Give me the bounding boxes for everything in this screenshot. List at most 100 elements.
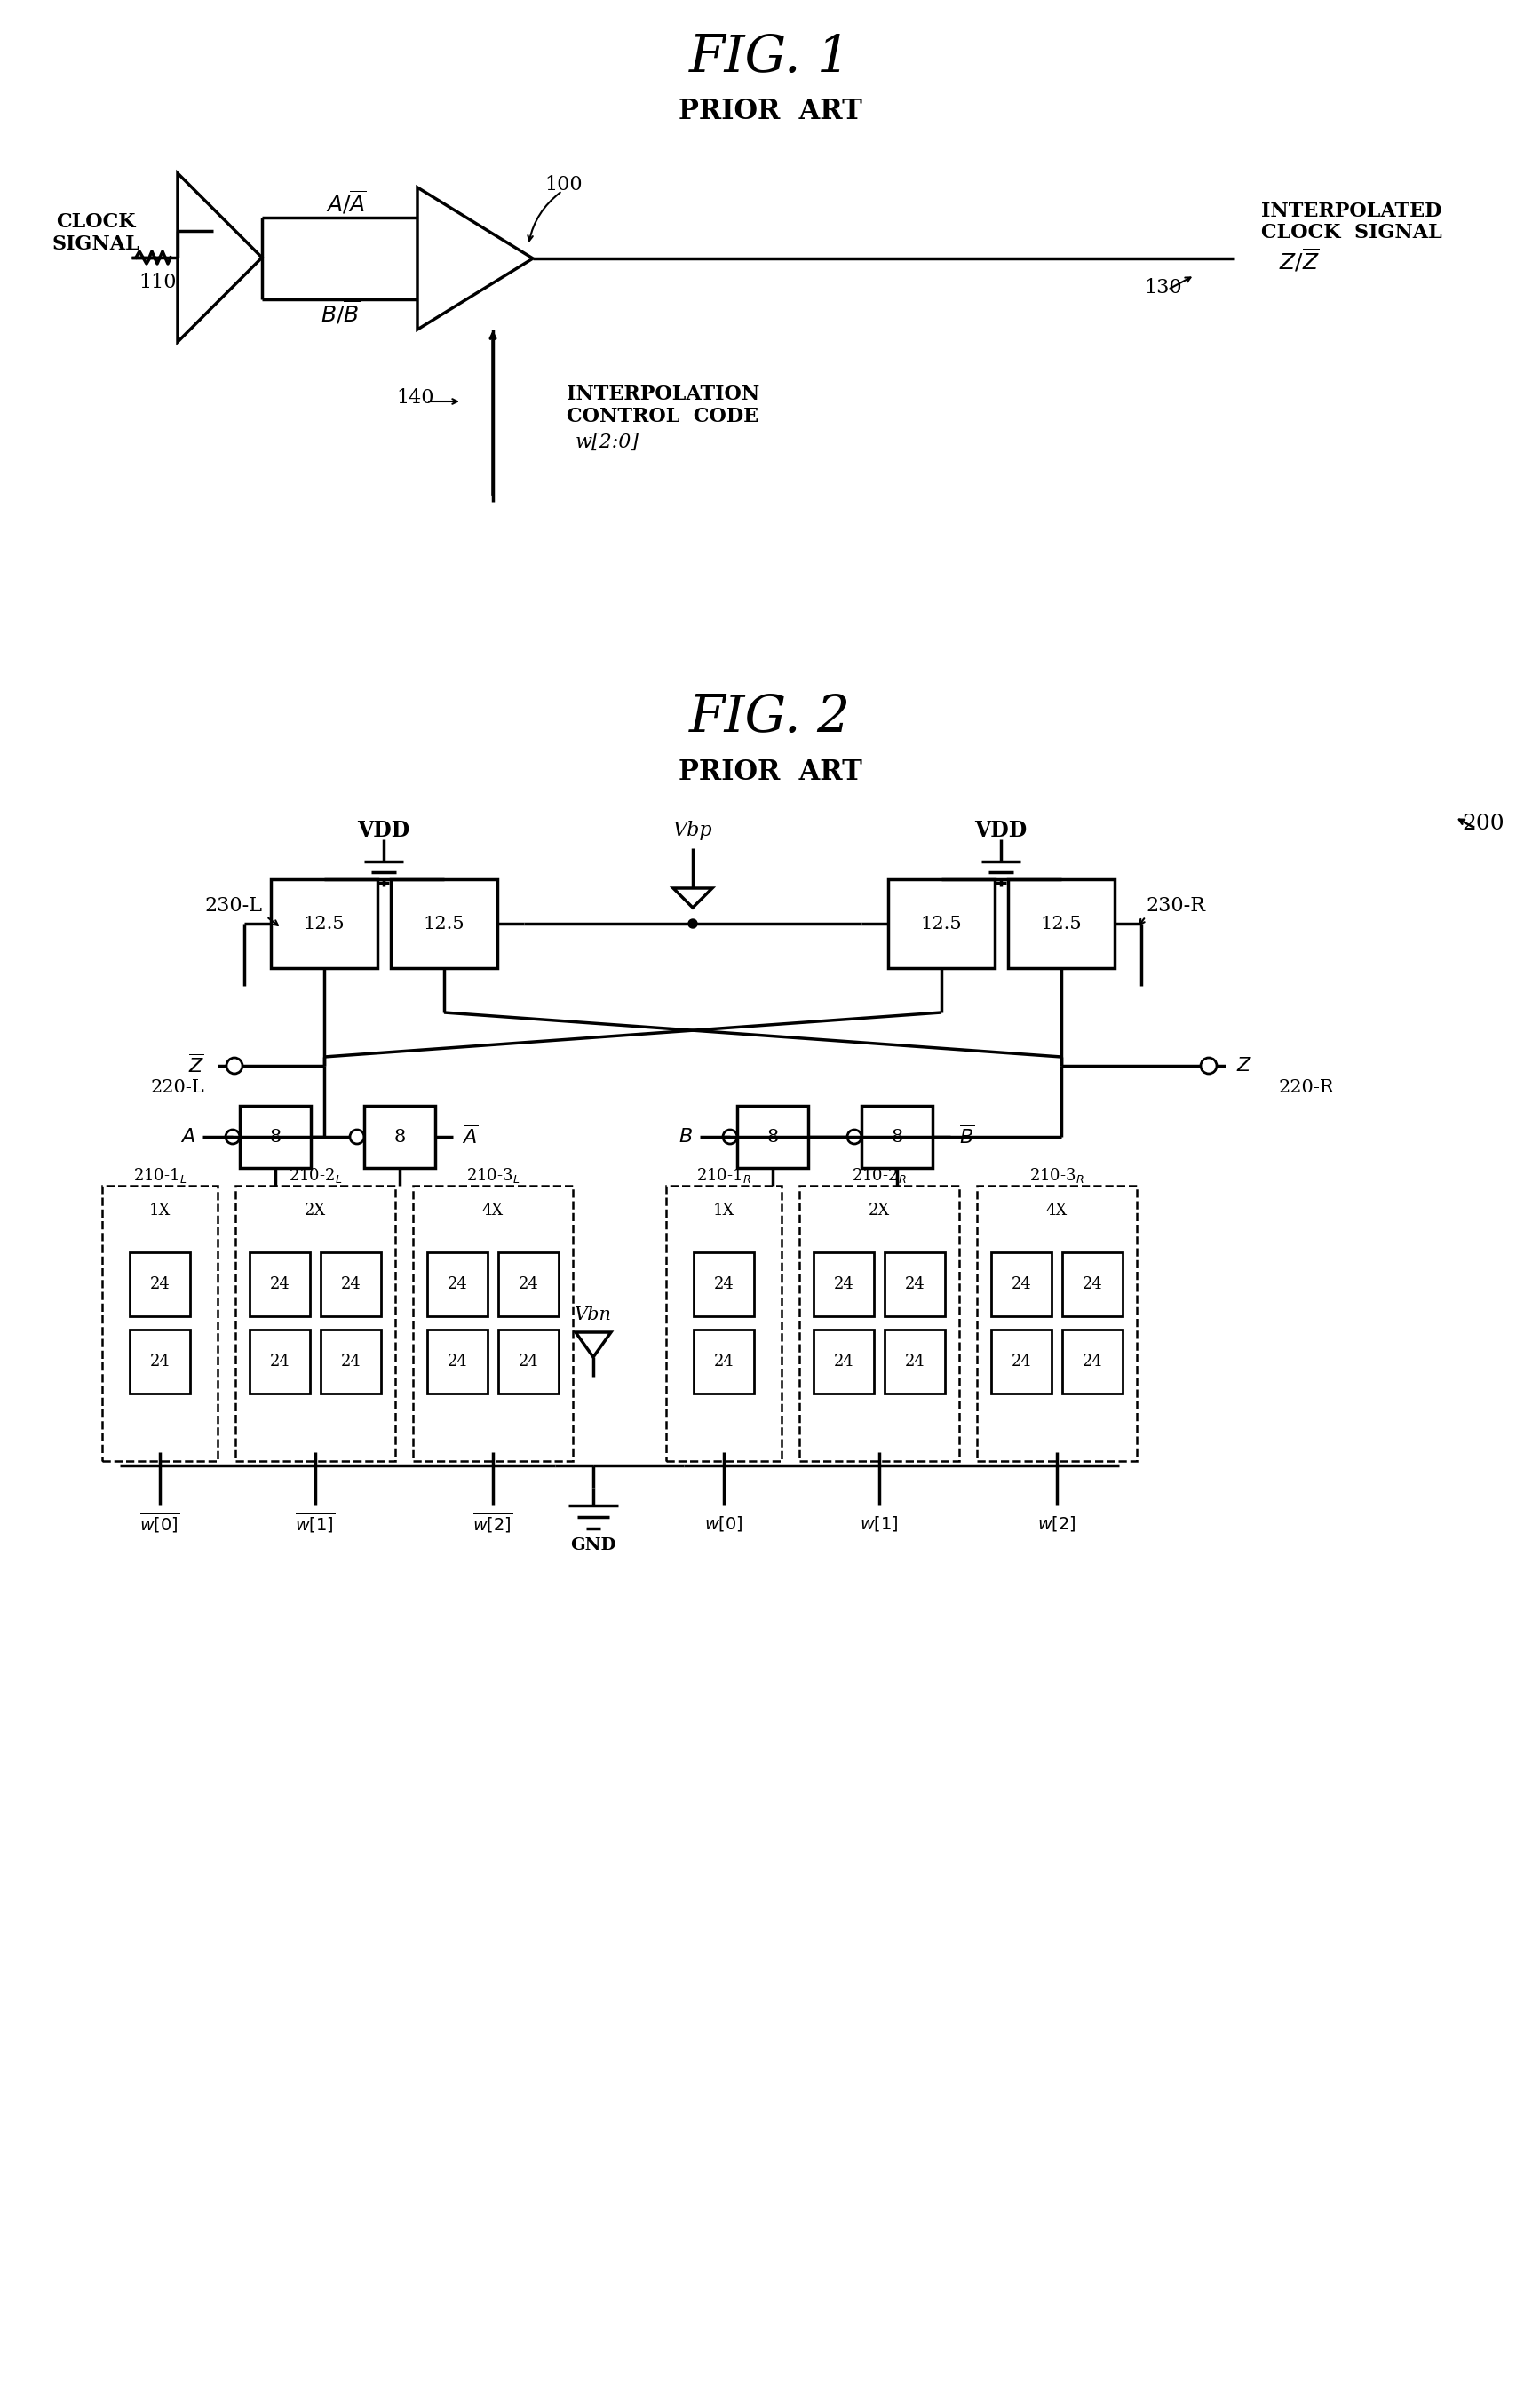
Text: CLOCK: CLOCK xyxy=(55,213,136,232)
Text: 210-3$_R$: 210-3$_R$ xyxy=(1029,1166,1084,1185)
Text: $\overline{w[2]}$: $\overline{w[2]}$ xyxy=(473,1510,513,1534)
Text: GND: GND xyxy=(570,1537,616,1554)
Text: $w[1]$: $w[1]$ xyxy=(859,1513,899,1532)
Text: 12.5: 12.5 xyxy=(424,915,465,932)
Bar xyxy=(391,880,497,968)
Bar xyxy=(1009,880,1115,968)
Bar xyxy=(667,1185,781,1460)
Text: VDD: VDD xyxy=(357,820,410,841)
Text: 220-R: 220-R xyxy=(1278,1080,1335,1097)
Text: 24: 24 xyxy=(447,1276,468,1293)
Bar xyxy=(1063,1252,1123,1317)
Bar xyxy=(693,1252,755,1317)
Text: 130: 130 xyxy=(1144,277,1183,296)
Text: FIG. 1: FIG. 1 xyxy=(688,33,852,84)
Bar xyxy=(499,1252,559,1317)
Text: 24: 24 xyxy=(713,1353,735,1369)
Text: 8: 8 xyxy=(767,1128,779,1145)
Bar xyxy=(799,1185,959,1460)
Text: 4X: 4X xyxy=(482,1202,504,1219)
Bar xyxy=(813,1252,873,1317)
Text: INTERPOLATED: INTERPOLATED xyxy=(1261,201,1441,222)
Bar xyxy=(427,1252,488,1317)
Text: 210-1$_R$: 210-1$_R$ xyxy=(696,1166,752,1185)
Text: 100: 100 xyxy=(545,174,582,194)
Text: 230-R: 230-R xyxy=(1146,896,1206,915)
Text: 2X: 2X xyxy=(305,1202,326,1219)
Bar xyxy=(129,1252,189,1317)
Text: 8: 8 xyxy=(892,1128,902,1145)
Bar xyxy=(813,1329,873,1393)
Text: $B$: $B$ xyxy=(679,1128,693,1147)
Bar xyxy=(427,1329,488,1393)
Text: INTERPOLATION: INTERPOLATION xyxy=(567,385,759,404)
Text: Vbp: Vbp xyxy=(673,820,713,841)
Text: Vbn: Vbn xyxy=(574,1305,611,1324)
Text: $Z$: $Z$ xyxy=(1237,1056,1252,1076)
Text: w[2:0]: w[2:0] xyxy=(576,433,639,452)
Text: PRIOR  ART: PRIOR ART xyxy=(678,760,862,786)
Bar xyxy=(738,1107,809,1169)
Bar xyxy=(236,1185,396,1460)
Text: $\overline{B}$: $\overline{B}$ xyxy=(959,1126,975,1147)
Bar xyxy=(992,1252,1052,1317)
Bar xyxy=(1063,1329,1123,1393)
Text: $\overline{Z}$: $\overline{Z}$ xyxy=(188,1054,205,1078)
Text: $w[2]$: $w[2]$ xyxy=(1038,1513,1076,1532)
Bar xyxy=(320,1329,380,1393)
Text: $\overline{w[0]}$: $\overline{w[0]}$ xyxy=(140,1510,180,1534)
Text: 210-1$_L$: 210-1$_L$ xyxy=(132,1166,186,1185)
Text: 220-L: 220-L xyxy=(151,1080,205,1097)
Bar xyxy=(102,1185,217,1460)
Text: 24: 24 xyxy=(519,1353,539,1369)
Text: 140: 140 xyxy=(397,387,434,409)
Text: 200: 200 xyxy=(1461,815,1505,834)
Text: 24: 24 xyxy=(149,1353,169,1369)
Bar xyxy=(249,1329,310,1393)
Text: 24: 24 xyxy=(1083,1276,1103,1293)
Bar xyxy=(271,880,377,968)
Text: PRIOR  ART: PRIOR ART xyxy=(678,98,862,124)
Text: $w[0]$: $w[0]$ xyxy=(704,1513,744,1532)
Text: $B/\overline{B}$: $B/\overline{B}$ xyxy=(320,299,360,325)
Text: 1X: 1X xyxy=(149,1202,171,1219)
Bar xyxy=(413,1185,573,1460)
Text: VDD: VDD xyxy=(975,820,1027,841)
Bar xyxy=(992,1329,1052,1393)
Bar xyxy=(884,1252,946,1317)
Text: 210-2$_L$: 210-2$_L$ xyxy=(288,1166,342,1185)
Text: 8: 8 xyxy=(270,1128,282,1145)
Text: 24: 24 xyxy=(904,1276,926,1293)
Bar xyxy=(889,880,995,968)
Text: SIGNAL: SIGNAL xyxy=(52,234,140,253)
Text: $A/\overline{A}$: $A/\overline{A}$ xyxy=(326,189,367,215)
Text: 1X: 1X xyxy=(713,1202,735,1219)
Text: $\overline{w[1]}$: $\overline{w[1]}$ xyxy=(296,1510,336,1534)
Text: 24: 24 xyxy=(270,1276,290,1293)
Text: 24: 24 xyxy=(340,1353,360,1369)
Bar xyxy=(976,1185,1137,1460)
Bar xyxy=(129,1329,189,1393)
Text: 24: 24 xyxy=(904,1353,926,1369)
Bar xyxy=(693,1329,755,1393)
Text: 24: 24 xyxy=(1083,1353,1103,1369)
Text: 2X: 2X xyxy=(869,1202,890,1219)
Text: 12.5: 12.5 xyxy=(921,915,962,932)
Text: 24: 24 xyxy=(270,1353,290,1369)
Bar xyxy=(320,1252,380,1317)
Bar xyxy=(884,1329,946,1393)
Text: 12.5: 12.5 xyxy=(303,915,345,932)
Text: 110: 110 xyxy=(139,272,177,292)
Text: 24: 24 xyxy=(149,1276,169,1293)
Text: 210-2$_R$: 210-2$_R$ xyxy=(852,1166,907,1185)
Circle shape xyxy=(688,920,698,927)
Text: FIG. 2: FIG. 2 xyxy=(688,693,852,743)
Text: 24: 24 xyxy=(713,1276,735,1293)
Text: 24: 24 xyxy=(447,1353,468,1369)
Text: $\overline{A}$: $\overline{A}$ xyxy=(462,1126,479,1147)
Text: 24: 24 xyxy=(833,1353,853,1369)
Text: CLOCK  SIGNAL: CLOCK SIGNAL xyxy=(1261,222,1441,241)
Bar xyxy=(363,1107,436,1169)
Text: 24: 24 xyxy=(1012,1353,1032,1369)
Text: 24: 24 xyxy=(833,1276,853,1293)
